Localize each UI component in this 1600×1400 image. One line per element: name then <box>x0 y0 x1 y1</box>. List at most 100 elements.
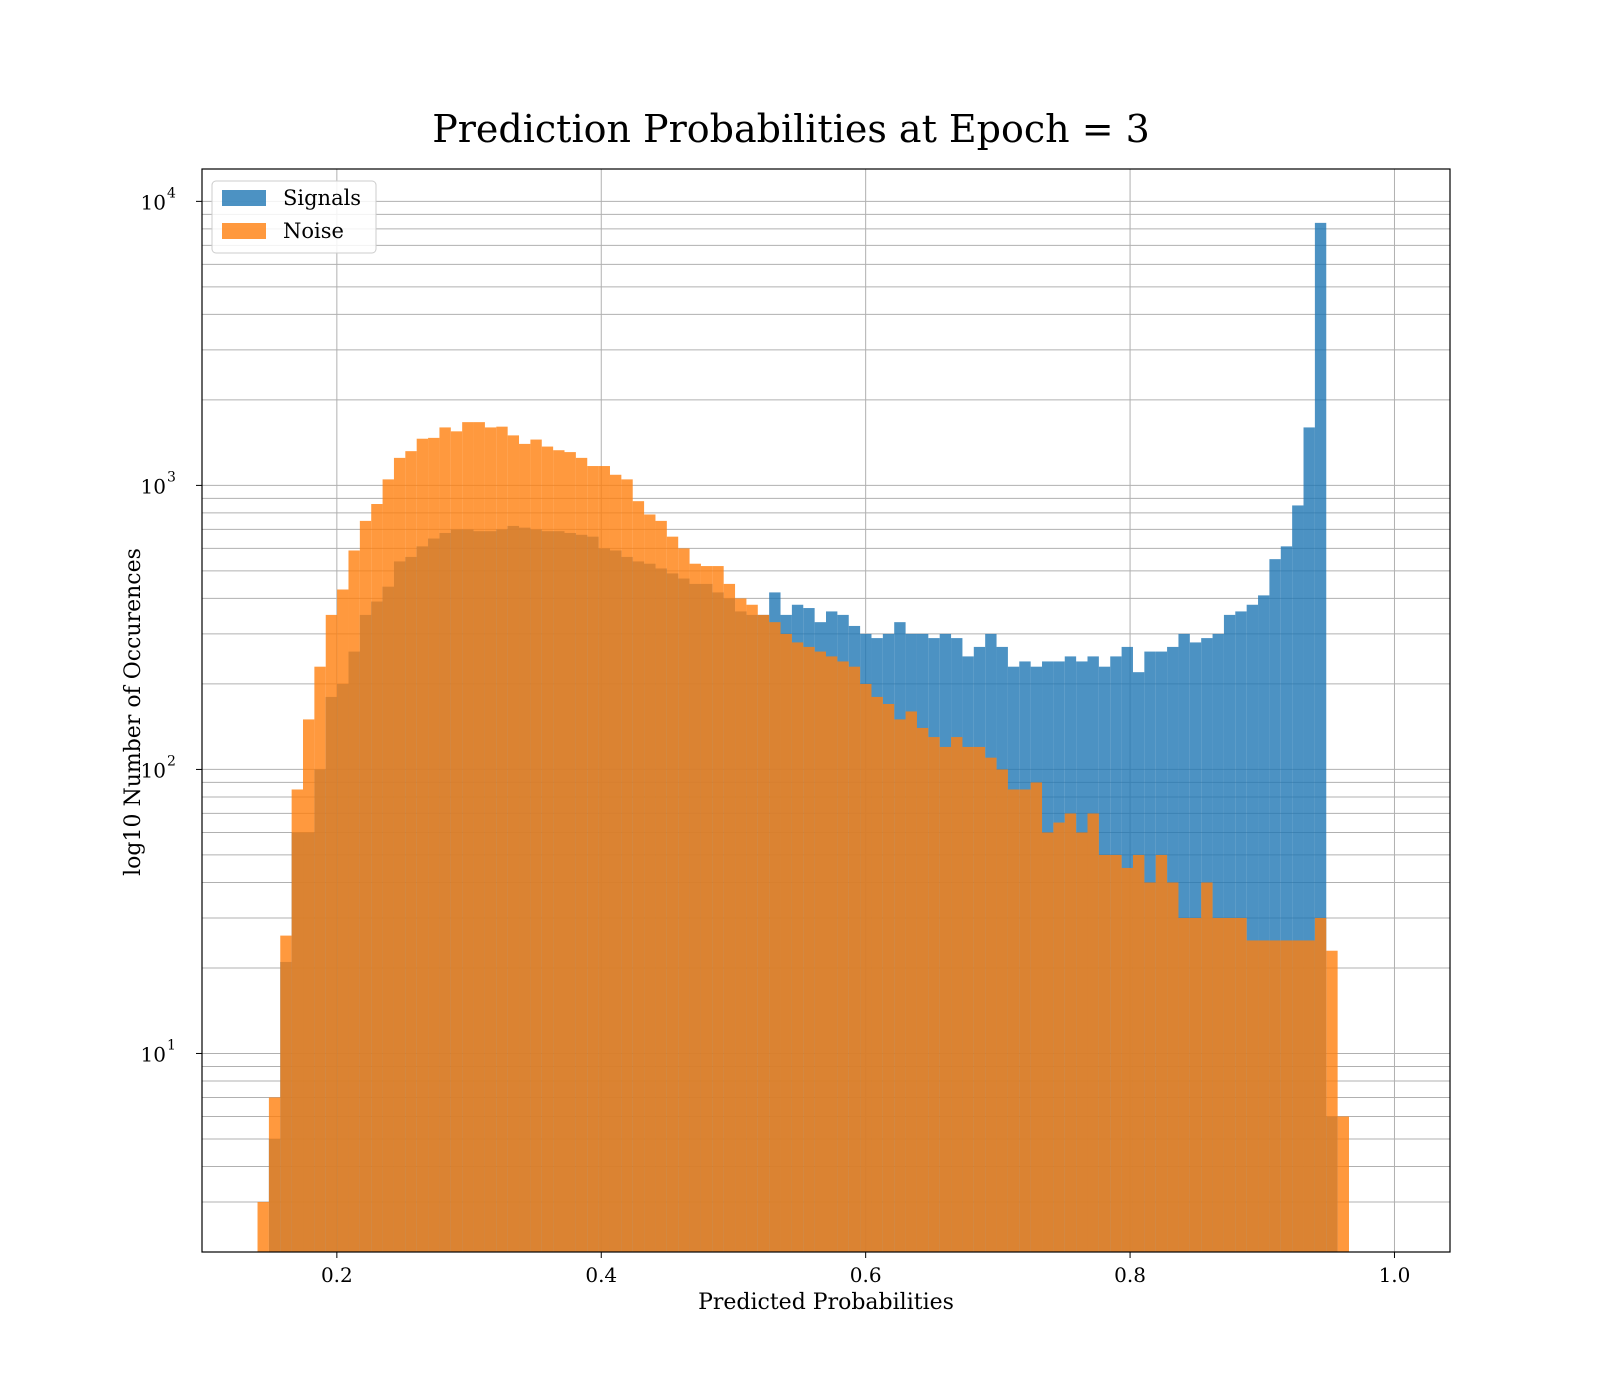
legend-label: Noise <box>283 219 344 243</box>
noise-bar <box>848 666 861 1252</box>
signals-bar <box>1303 427 1315 1252</box>
noise-bar <box>1326 950 1338 1252</box>
noise-bar <box>405 451 417 1252</box>
noise-bar <box>882 703 895 1252</box>
noise-bar <box>1258 940 1270 1252</box>
noise-bar <box>1246 940 1259 1252</box>
noise-bar <box>348 550 360 1252</box>
x-tick-label: 0.8 <box>1114 1263 1146 1287</box>
bars-layer <box>257 222 1349 1253</box>
noise-bar <box>1076 832 1088 1252</box>
noise-bar <box>962 746 974 1252</box>
signals-bar <box>1292 505 1304 1252</box>
noise-bar <box>1110 854 1122 1252</box>
noise-bar <box>268 1097 281 1252</box>
noise-bar <box>280 935 292 1252</box>
y-tick-label: 10 <box>141 474 166 498</box>
noise-bar <box>609 474 622 1253</box>
noise-bar <box>1337 1116 1349 1252</box>
noise-bar <box>496 426 508 1252</box>
noise-bar <box>541 446 554 1252</box>
noise-bar <box>473 422 485 1253</box>
signals-bar <box>1269 559 1281 1252</box>
noise-bar <box>1201 882 1213 1252</box>
noise-bar <box>598 466 610 1252</box>
x-axis-label: Predicted Probabilities <box>698 1290 954 1315</box>
y-tick-exponent: 3 <box>167 469 176 485</box>
noise-bar <box>530 439 542 1252</box>
noise-bar <box>337 589 349 1252</box>
noise-bar <box>1121 867 1133 1252</box>
noise-bar <box>1235 917 1247 1252</box>
noise-bar <box>973 746 986 1252</box>
noise-bar <box>712 566 724 1252</box>
noise-bar <box>291 789 304 1252</box>
noise-bar <box>666 536 679 1252</box>
x-axis-ticks: 0.2 0.4 0.6 0.8 1.0 <box>321 1252 1410 1287</box>
noise-bar <box>1042 832 1054 1252</box>
noise-bar <box>371 504 383 1252</box>
x-tick-label: 1.0 <box>1379 1263 1411 1287</box>
noise-bar <box>393 457 406 1253</box>
noise-bar <box>780 633 792 1252</box>
noise-bar <box>1167 882 1179 1252</box>
noise-bar <box>325 614 338 1252</box>
noise-bar <box>951 737 963 1252</box>
noise-bar <box>837 661 849 1252</box>
x-tick-label: 0.4 <box>585 1263 617 1287</box>
noise-bar <box>1280 940 1293 1252</box>
noise-bar <box>1178 917 1190 1252</box>
x-tick-label: 0.2 <box>321 1263 353 1287</box>
noise-bar <box>996 769 1008 1252</box>
signals-bar <box>1280 546 1293 1252</box>
noise-bar <box>1007 789 1020 1252</box>
noise-bar <box>428 437 440 1252</box>
noise-bar <box>439 427 451 1252</box>
y-tick-label: 10 <box>141 190 166 214</box>
noise-bar <box>678 548 690 1252</box>
noise-bar <box>1303 940 1315 1252</box>
noise-bar <box>814 651 826 1252</box>
noise-bar <box>450 431 463 1252</box>
noise-bar <box>905 711 917 1252</box>
noise-bar <box>803 646 815 1252</box>
series-noise <box>257 422 1349 1253</box>
noise-bar <box>621 479 633 1253</box>
legend-swatch <box>222 223 266 239</box>
noise-bar <box>1189 917 1202 1252</box>
noise-bar <box>769 622 781 1252</box>
legend-label: Signals <box>283 186 361 210</box>
noise-bar <box>689 563 701 1252</box>
chart-title: Prediction Probabilities at Epoch = 3 <box>432 107 1150 151</box>
noise-bar <box>632 501 645 1253</box>
y-tick-label: 10 <box>141 1042 166 1066</box>
noise-bar <box>871 696 883 1252</box>
noise-bar <box>382 479 394 1253</box>
noise-bar <box>1087 813 1099 1252</box>
noise-bar <box>700 566 713 1252</box>
noise-bar <box>1019 789 1031 1252</box>
noise-bar <box>1030 782 1043 1252</box>
noise-bar <box>1098 854 1111 1252</box>
noise-bar <box>1314 917 1327 1252</box>
noise-bar <box>1269 940 1281 1252</box>
noise-bar <box>587 466 599 1252</box>
noise-bar <box>1223 917 1236 1252</box>
noise-bar <box>303 719 315 1252</box>
x-tick-label: 0.6 <box>850 1263 882 1287</box>
y-tick-exponent: 4 <box>167 185 176 201</box>
noise-bar <box>257 1201 269 1252</box>
signals-bar <box>1314 222 1327 1252</box>
noise-bar <box>939 746 952 1252</box>
noise-bar <box>894 719 906 1252</box>
noise-bar <box>791 642 804 1252</box>
noise-bar <box>826 656 838 1252</box>
noise-bar <box>1212 917 1224 1252</box>
noise-bar <box>416 438 429 1252</box>
noise-bar <box>314 666 326 1252</box>
noise-bar <box>1144 882 1156 1252</box>
noise-bar <box>757 614 770 1252</box>
noise-bar <box>359 520 372 1252</box>
noise-bar <box>928 737 940 1252</box>
